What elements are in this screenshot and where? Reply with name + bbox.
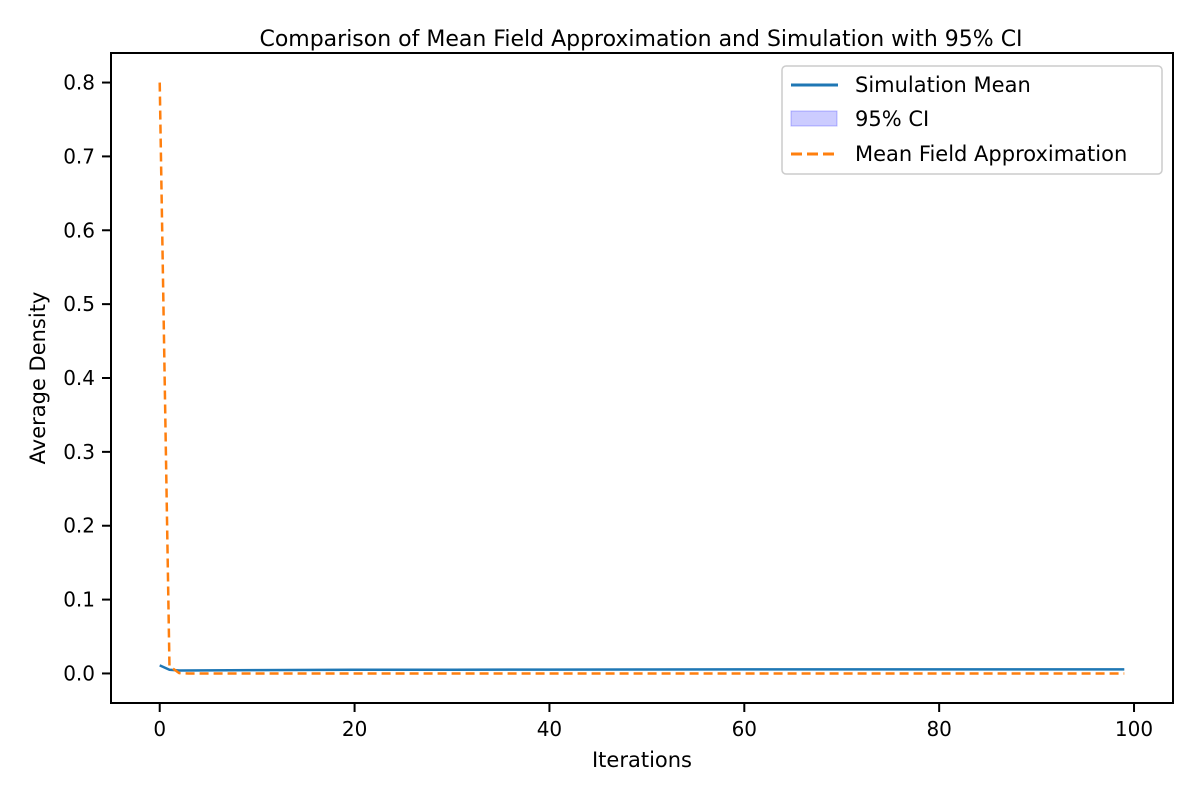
x-tick-label: 20 [342, 717, 367, 741]
legend-label-mean-field: Mean Field Approximation [855, 142, 1127, 166]
chart-title: Comparison of Mean Field Approximation a… [259, 27, 1022, 52]
legend-swatch-ci [790, 110, 838, 127]
legend-label-simulation-mean: Simulation Mean [855, 73, 1031, 97]
plot-frame [110, 52, 1174, 704]
y-tick-label: 0.4 [63, 366, 95, 390]
x-tick-label: 40 [537, 717, 562, 741]
y-tick-label: 0.0 [63, 661, 95, 685]
x-tick-label: 60 [732, 717, 757, 741]
y-axis-label: Average Density [26, 292, 50, 465]
y-tick-label: 0.7 [63, 144, 95, 168]
legend-frame [781, 65, 1163, 175]
y-tick-label: 0.6 [63, 218, 95, 242]
y-tick-label: 0.8 [63, 71, 95, 95]
x-tick-label: 0 [153, 717, 166, 741]
x-tick-label: 100 [1115, 717, 1153, 741]
y-tick-label: 0.3 [63, 440, 95, 464]
x-tick-label: 80 [926, 717, 951, 741]
y-tick-label: 0.2 [63, 514, 95, 538]
y-tick-label: 0.1 [63, 588, 95, 612]
legend-label-ci: 95% CI [855, 107, 929, 131]
legend: Simulation Mean 95% CI Mean Field Approx… [781, 65, 1163, 175]
y-tick-label: 0.5 [63, 292, 95, 316]
mean-field-line [158, 82, 1125, 675]
x-axis-label: Iterations [592, 748, 692, 772]
plot-area [158, 82, 1125, 675]
axis-ticks: 0 20 40 60 80 100 0.0 0.1 0.2 0.3 0.4 0.5 0.6 0.7 0.8 [63, 71, 1153, 741]
simulation-mean-line [159, 664, 1125, 672]
